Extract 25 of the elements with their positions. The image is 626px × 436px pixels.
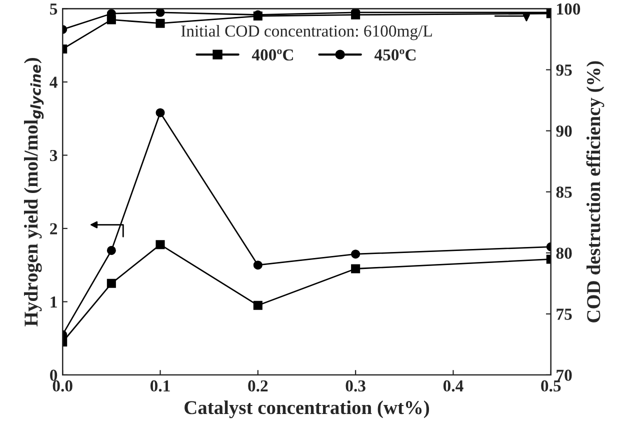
x-tick-label: 0.2 <box>248 380 268 392</box>
x-tick-label: 0.1 <box>150 380 170 392</box>
y2-tick-label: 80 <box>556 248 572 259</box>
y-tick-label: 5 <box>50 4 58 15</box>
x-axis-title: Catalyst concentration (wt%) <box>184 400 430 418</box>
y-tick-label: 2 <box>50 223 58 234</box>
x-tick-label: 0.0 <box>52 380 72 392</box>
y2-tick-label: 90 <box>556 126 572 137</box>
y2-axis-title: COD destruction efficiency (%) <box>586 61 604 322</box>
y-tick-label: 4 <box>50 76 58 88</box>
x-tick-label: 0.3 <box>346 380 366 392</box>
legend-label: 400ºC <box>252 49 293 61</box>
y-tick-label: 1 <box>50 296 57 308</box>
y2-tick-label: 100 <box>557 3 580 15</box>
y-axis-title: Hydrogen yield (mol/mol$_{glycine}$) <box>24 58 44 326</box>
y-tick-label: 3 <box>50 150 58 162</box>
x-tick-label: 0.5 <box>541 380 561 392</box>
legend-label: 450ºC <box>374 49 416 61</box>
y2-tick-label: 75 <box>556 308 572 320</box>
y2-tick-label: 95 <box>556 64 572 76</box>
y2-tick-label: 70 <box>556 370 572 381</box>
annotation: Initial COD concentration: 6100mg/L <box>181 24 432 40</box>
y-tick-label: 0 <box>50 370 58 381</box>
x-tick-label: 0.4 <box>443 380 464 392</box>
y2-tick-label: 85 <box>556 186 572 198</box>
